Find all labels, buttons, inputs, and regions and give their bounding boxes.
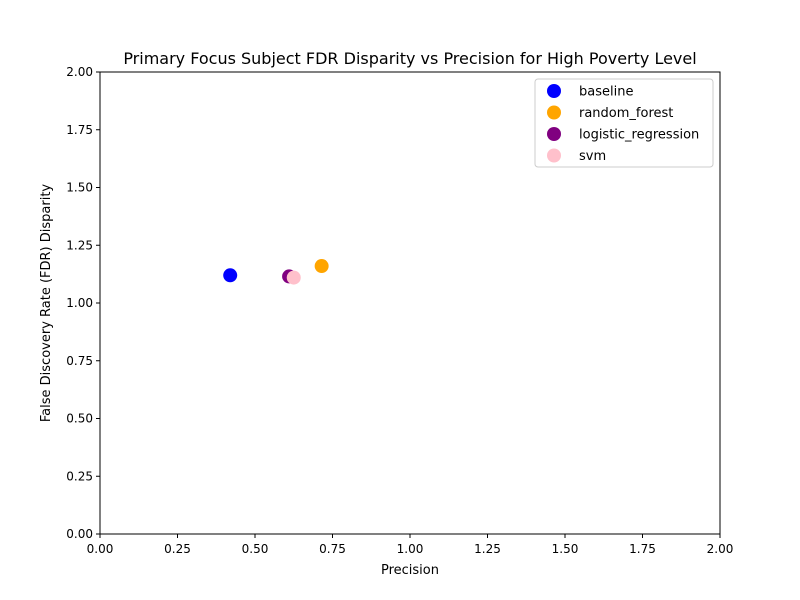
data-points bbox=[223, 259, 329, 285]
x-axis-label: Precision bbox=[381, 563, 439, 578]
x-axis: 0.00 0.25 0.50 0.75 1.00 1.25 1.50 1.75 2.00 bbox=[87, 534, 734, 556]
legend-label: svm bbox=[579, 149, 606, 164]
x-tick-label: 1.50 bbox=[552, 542, 579, 556]
y-tick-label: 1.00 bbox=[66, 296, 93, 310]
y-tick-label: 0.25 bbox=[66, 469, 93, 483]
legend-marker-random-forest bbox=[547, 105, 561, 120]
y-tick-label: 1.25 bbox=[66, 238, 93, 252]
x-tick-label: 1.25 bbox=[474, 542, 501, 556]
x-tick-label: 1.00 bbox=[397, 542, 424, 556]
x-tick-label: 1.75 bbox=[629, 542, 656, 556]
y-tick-label: 1.75 bbox=[66, 123, 93, 137]
x-tick-label: 2.00 bbox=[707, 542, 734, 556]
y-axis-label: False Discovery Rate (FDR) Disparity bbox=[39, 184, 54, 423]
legend-label: logistic_regression bbox=[579, 128, 699, 143]
y-tick-label: 2.00 bbox=[66, 65, 93, 79]
legend-label: random_forest bbox=[579, 106, 673, 121]
y-tick-label: 0.50 bbox=[66, 412, 93, 426]
data-point-random-forest bbox=[314, 259, 329, 274]
chart-title: Primary Focus Subject FDR Disparity vs P… bbox=[123, 49, 696, 68]
legend-marker-logistic-regression bbox=[547, 127, 561, 141]
y-tick-label: 0.75 bbox=[66, 354, 93, 368]
legend-label: baseline bbox=[579, 85, 633, 100]
x-tick-label: 0.75 bbox=[319, 542, 346, 556]
legend: baseline random_forest logistic_regression… bbox=[534, 78, 714, 168]
data-point-baseline bbox=[223, 268, 238, 283]
data-point-svm bbox=[286, 270, 301, 285]
x-tick-label: 0.00 bbox=[87, 542, 114, 556]
x-tick-label: 0.50 bbox=[242, 542, 269, 556]
legend-marker-baseline bbox=[547, 84, 561, 98]
legend-box bbox=[534, 78, 714, 168]
y-tick-label: 0.00 bbox=[66, 527, 93, 541]
x-tick-label: 0.25 bbox=[164, 542, 191, 556]
y-axis: 0.00 0.25 0.50 0.75 1.00 1.25 1.50 1.75 2.00 bbox=[66, 65, 100, 541]
y-tick-label: 1.50 bbox=[66, 181, 93, 195]
legend-marker-svm bbox=[547, 148, 561, 163]
